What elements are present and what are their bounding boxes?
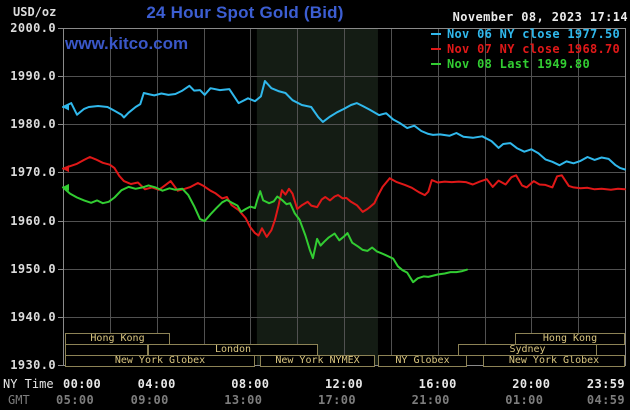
x-tick-gmt: 05:00: [56, 393, 95, 407]
x-tick-gmt: 17:00: [317, 393, 357, 407]
series-line-nov-07: [62, 156, 626, 238]
legend-dash-icon: [431, 63, 441, 65]
legend-dash-icon: [431, 48, 441, 50]
legend-label: Nov 08 Last 1949.80: [447, 57, 590, 71]
session-box-new-york-globex: New York Globex: [65, 355, 255, 367]
x-tick-ny-time: 04:00: [137, 377, 176, 391]
x-tick-ny-time: 12:00: [324, 377, 364, 391]
legend-dash-icon: [431, 33, 441, 35]
x-tick-gmt: 01:00: [505, 393, 544, 407]
x-tick-ny-time: 20:00: [512, 377, 551, 391]
series-line-nov-06: [62, 80, 626, 171]
x-axis-ny-time-label: NY Time: [3, 377, 54, 391]
legend-label: Nov 07 NY close 1968.70: [447, 42, 621, 56]
y-axis-unit-label: USD/oz: [13, 5, 57, 19]
legend-label: Nov 06 NY close 1977.50: [447, 27, 621, 41]
y-tick-label: 1930.0: [10, 358, 56, 372]
nymex-session-band: [256, 28, 378, 365]
x-tick-ny-time: 00:00: [63, 377, 102, 391]
series-start-marker: [62, 183, 69, 191]
y-tick-label: 1950.0: [10, 261, 56, 276]
x-tick-gmt: 13:00: [224, 393, 263, 407]
x-tick-ny-time: 16:00: [418, 377, 457, 391]
legend-item: Nov 06 NY close 1977.50: [431, 27, 620, 41]
session-box-new-york-globex: New York Globex: [483, 355, 625, 367]
page-title: 24 Hour Spot Gold (Bid): [146, 3, 344, 22]
y-tick-label: 1990.0: [10, 69, 56, 84]
series-start-marker: [62, 165, 69, 173]
legend-item: Nov 07 NY close 1968.70: [431, 42, 620, 56]
y-tick-label: 2000.0: [10, 21, 56, 35]
chart-datetime: November 08, 2023 17:14: [452, 10, 628, 24]
x-tick-ny-time: 08:00: [231, 377, 270, 391]
y-tick-label: 1960.0: [10, 213, 56, 228]
legend-item: Nov 08 Last 1949.80: [431, 57, 590, 71]
series-start-marker: [62, 103, 69, 111]
kitco-watermark-link[interactable]: www.kitco.com: [65, 34, 189, 53]
x-tick-ny-time: 23:59: [586, 377, 625, 391]
y-tick-label: 1970.0: [10, 165, 56, 180]
x-tick-gmt: 09:00: [130, 393, 169, 407]
y-tick-label: 1940.0: [10, 309, 56, 324]
session-box-new-york-nymex: New York NYMEX: [260, 355, 375, 367]
session-box-ny-globex: NY Globex: [378, 355, 467, 367]
y-tick-label: 1980.0: [10, 117, 56, 132]
x-tick-gmt: 21:00: [411, 393, 450, 407]
series-line-nov-08: [62, 184, 468, 284]
x-tick-gmt: 04:59: [586, 393, 625, 407]
x-axis-gmt-label: GMT: [8, 393, 30, 407]
